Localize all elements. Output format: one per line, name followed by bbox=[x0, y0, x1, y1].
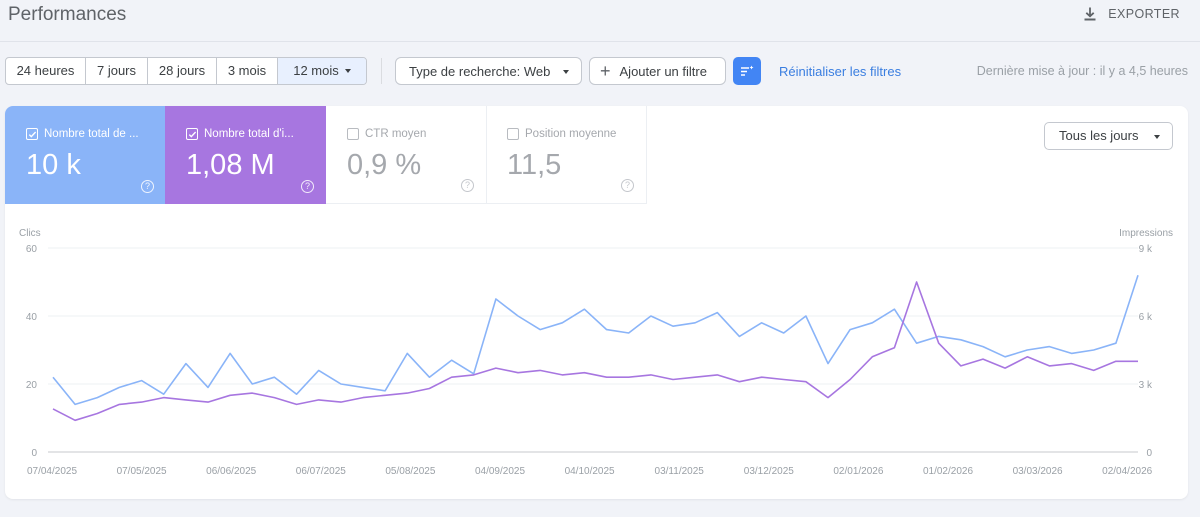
range-28d[interactable]: 28 jours bbox=[148, 58, 217, 84]
range-24h[interactable]: 24 heures bbox=[6, 58, 86, 84]
top-bar: Performances EXPORTER bbox=[0, 0, 1200, 42]
metric-impressions-label: Nombre total d'i... bbox=[204, 128, 294, 140]
metric-total-clicks[interactable]: Nombre total de ... 10 k ? bbox=[5, 106, 166, 204]
y-left-tick-label: 60 bbox=[26, 244, 38, 255]
export-label: EXPORTER bbox=[1108, 7, 1180, 21]
range-12m[interactable]: 12 mois bbox=[278, 58, 366, 84]
plus-icon: + bbox=[600, 61, 611, 81]
metric-impressions-label-row: Nombre total d'i... bbox=[186, 128, 294, 140]
help-icon[interactable]: ? bbox=[461, 179, 474, 192]
checkbox-unchecked-icon[interactable] bbox=[347, 128, 359, 140]
metric-clicks-label-row: Nombre total de ... bbox=[26, 128, 139, 140]
y-right-tick-label: 6 k bbox=[1139, 312, 1153, 323]
page-title: Performances bbox=[8, 4, 127, 25]
x-tick-label: 04/10/2025 bbox=[565, 466, 615, 477]
add-filter-button[interactable]: + Ajouter un filtre bbox=[589, 57, 726, 85]
x-tick-label: 05/08/2025 bbox=[385, 466, 435, 477]
x-tick-label: 07/04/2025 bbox=[27, 466, 77, 477]
filter-bar: 24 heures 7 jours 28 jours 3 mois 12 moi… bbox=[0, 57, 1200, 87]
download-icon bbox=[1084, 7, 1096, 21]
y-left-tick-label: 40 bbox=[26, 312, 38, 323]
chevron-down-icon bbox=[563, 70, 569, 74]
y-left-tick-label: 0 bbox=[31, 448, 37, 459]
filter-sparkle-icon bbox=[741, 65, 754, 76]
export-button[interactable]: EXPORTER bbox=[1082, 6, 1180, 22]
filter-options-button[interactable] bbox=[733, 57, 761, 85]
range-3m[interactable]: 3 mois bbox=[217, 58, 278, 84]
metric-total-impressions[interactable]: Nombre total d'i... 1,08 M ? bbox=[165, 106, 326, 204]
y-right-axis-label: Impressions bbox=[1119, 228, 1173, 239]
x-tick-label: 02/04/2026 bbox=[1102, 466, 1152, 477]
metric-position-value: 11,5 bbox=[507, 149, 562, 181]
impressions-series-line bbox=[52, 281, 1138, 422]
chevron-down-icon bbox=[1154, 135, 1160, 139]
range-7d[interactable]: 7 jours bbox=[86, 58, 148, 84]
days-filter-label: Tous les jours bbox=[1059, 128, 1139, 143]
x-tick-label: 06/06/2025 bbox=[206, 466, 256, 477]
checkbox-unchecked-icon[interactable] bbox=[507, 128, 519, 140]
y-right-tick-label: 0 bbox=[1146, 448, 1152, 459]
checkbox-checked-icon[interactable] bbox=[186, 128, 198, 140]
x-tick-label: 03/11/2025 bbox=[655, 466, 705, 477]
search-type-label: Type de recherche: Web bbox=[409, 63, 551, 79]
x-tick-label: 07/05/2025 bbox=[117, 466, 167, 477]
metric-ctr[interactable]: CTR moyen 0,9 % ? bbox=[326, 106, 487, 204]
x-tick-label: 03/12/2025 bbox=[744, 466, 794, 477]
reset-filters-link[interactable]: Réinitialiser les filtres bbox=[779, 64, 902, 79]
x-tick-label: 06/07/2025 bbox=[296, 466, 346, 477]
performance-chart: 0 0 20 3 k 40 6 k 60 9 k Clics Impressions 07/04/2… bbox=[19, 228, 1173, 477]
x-tick-label: 02/01/2026 bbox=[833, 466, 883, 477]
range-12m-label: 12 mois bbox=[293, 63, 339, 78]
y-right-tick-label: 3 k bbox=[1139, 380, 1153, 391]
metric-ctr-label-row: CTR moyen bbox=[347, 128, 426, 140]
metric-position-label: Position moyenne bbox=[525, 128, 617, 140]
metric-position-label-row: Position moyenne bbox=[507, 128, 616, 140]
metric-clicks-label: Nombre total de ... bbox=[44, 128, 139, 140]
help-icon[interactable]: ? bbox=[141, 180, 154, 193]
divider bbox=[381, 58, 382, 84]
y-left-tick-label: 20 bbox=[26, 380, 38, 391]
x-tick-label: 04/09/2025 bbox=[475, 466, 525, 477]
add-filter-label: Ajouter un filtre bbox=[619, 63, 707, 79]
search-type-dropdown[interactable]: Type de recherche: Web bbox=[395, 57, 582, 85]
metric-position[interactable]: Position moyenne 11,5 ? bbox=[486, 106, 647, 204]
date-range-selector: 24 heures 7 jours 28 jours 3 mois 12 moi… bbox=[5, 57, 367, 85]
metric-ctr-label: CTR moyen bbox=[365, 128, 427, 140]
performance-card: 0 0 20 3 k 40 6 k 60 9 k Clics Impressions 07/04/2… bbox=[5, 106, 1188, 499]
x-tick-label: 03/03/2026 bbox=[1013, 466, 1063, 477]
metric-clicks-value: 10 k bbox=[26, 149, 81, 181]
help-icon[interactable]: ? bbox=[621, 179, 634, 192]
help-icon[interactable]: ? bbox=[301, 180, 314, 193]
days-filter-dropdown[interactable]: Tous les jours bbox=[1044, 122, 1173, 150]
last-update-text: Dernière mise à jour : il y a 4,5 heures bbox=[976, 64, 1188, 78]
x-tick-label: 01/02/2026 bbox=[923, 466, 973, 477]
y-left-axis-label: Clics bbox=[19, 228, 41, 239]
y-right-tick-label: 9 k bbox=[1139, 244, 1153, 255]
checkbox-checked-icon[interactable] bbox=[26, 128, 38, 140]
chevron-down-icon bbox=[344, 69, 351, 73]
metric-ctr-value: 0,9 % bbox=[347, 149, 422, 181]
metric-impressions-value: 1,08 M bbox=[186, 149, 275, 181]
clicks-series-line bbox=[52, 274, 1139, 406]
